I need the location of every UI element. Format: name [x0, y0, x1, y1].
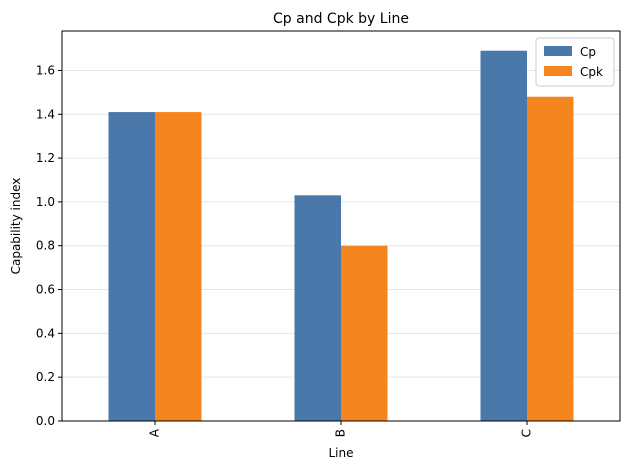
legend-label-cpk: Cpk	[580, 65, 603, 79]
legend-swatch-cp	[544, 46, 572, 56]
x-axis: A B C	[148, 421, 534, 437]
bar-cp-c	[480, 50, 527, 421]
bar-cpk-c	[527, 96, 574, 421]
legend: Cp Cpk	[535, 37, 615, 87]
y-tick-label: 1.2	[36, 151, 55, 165]
y-tick-label: 1.0	[36, 195, 55, 209]
y-axis-title: Capability index	[9, 178, 23, 275]
y-tick-label: 0.6	[36, 283, 55, 297]
y-tick-label: 0.4	[36, 326, 55, 340]
x-tick-label: B	[334, 429, 348, 437]
y-tick-label: 0.0	[36, 414, 55, 428]
chart-title: Cp and Cpk by Line	[273, 11, 409, 27]
x-tick-label: C	[520, 429, 534, 437]
bar-cpk-a	[155, 112, 202, 421]
x-axis-title: Line	[328, 446, 353, 460]
x-tick-label: A	[148, 428, 162, 437]
bar-cpk-b	[341, 245, 388, 421]
y-tick-label: 0.8	[36, 239, 55, 253]
y-tick-label: 0.2	[36, 370, 55, 384]
bar-cp-a	[108, 112, 155, 421]
legend-swatch-cpk	[544, 66, 572, 76]
y-tick-label: 1.6	[36, 63, 55, 77]
y-axis: 0.0 0.2 0.4 0.6 0.8 1.0 1.2 1.4 1.6	[36, 63, 62, 428]
y-tick-label: 1.4	[36, 107, 55, 121]
bars	[108, 50, 574, 421]
legend-label-cp: Cp	[580, 45, 596, 59]
bar-cp-b	[294, 195, 341, 421]
